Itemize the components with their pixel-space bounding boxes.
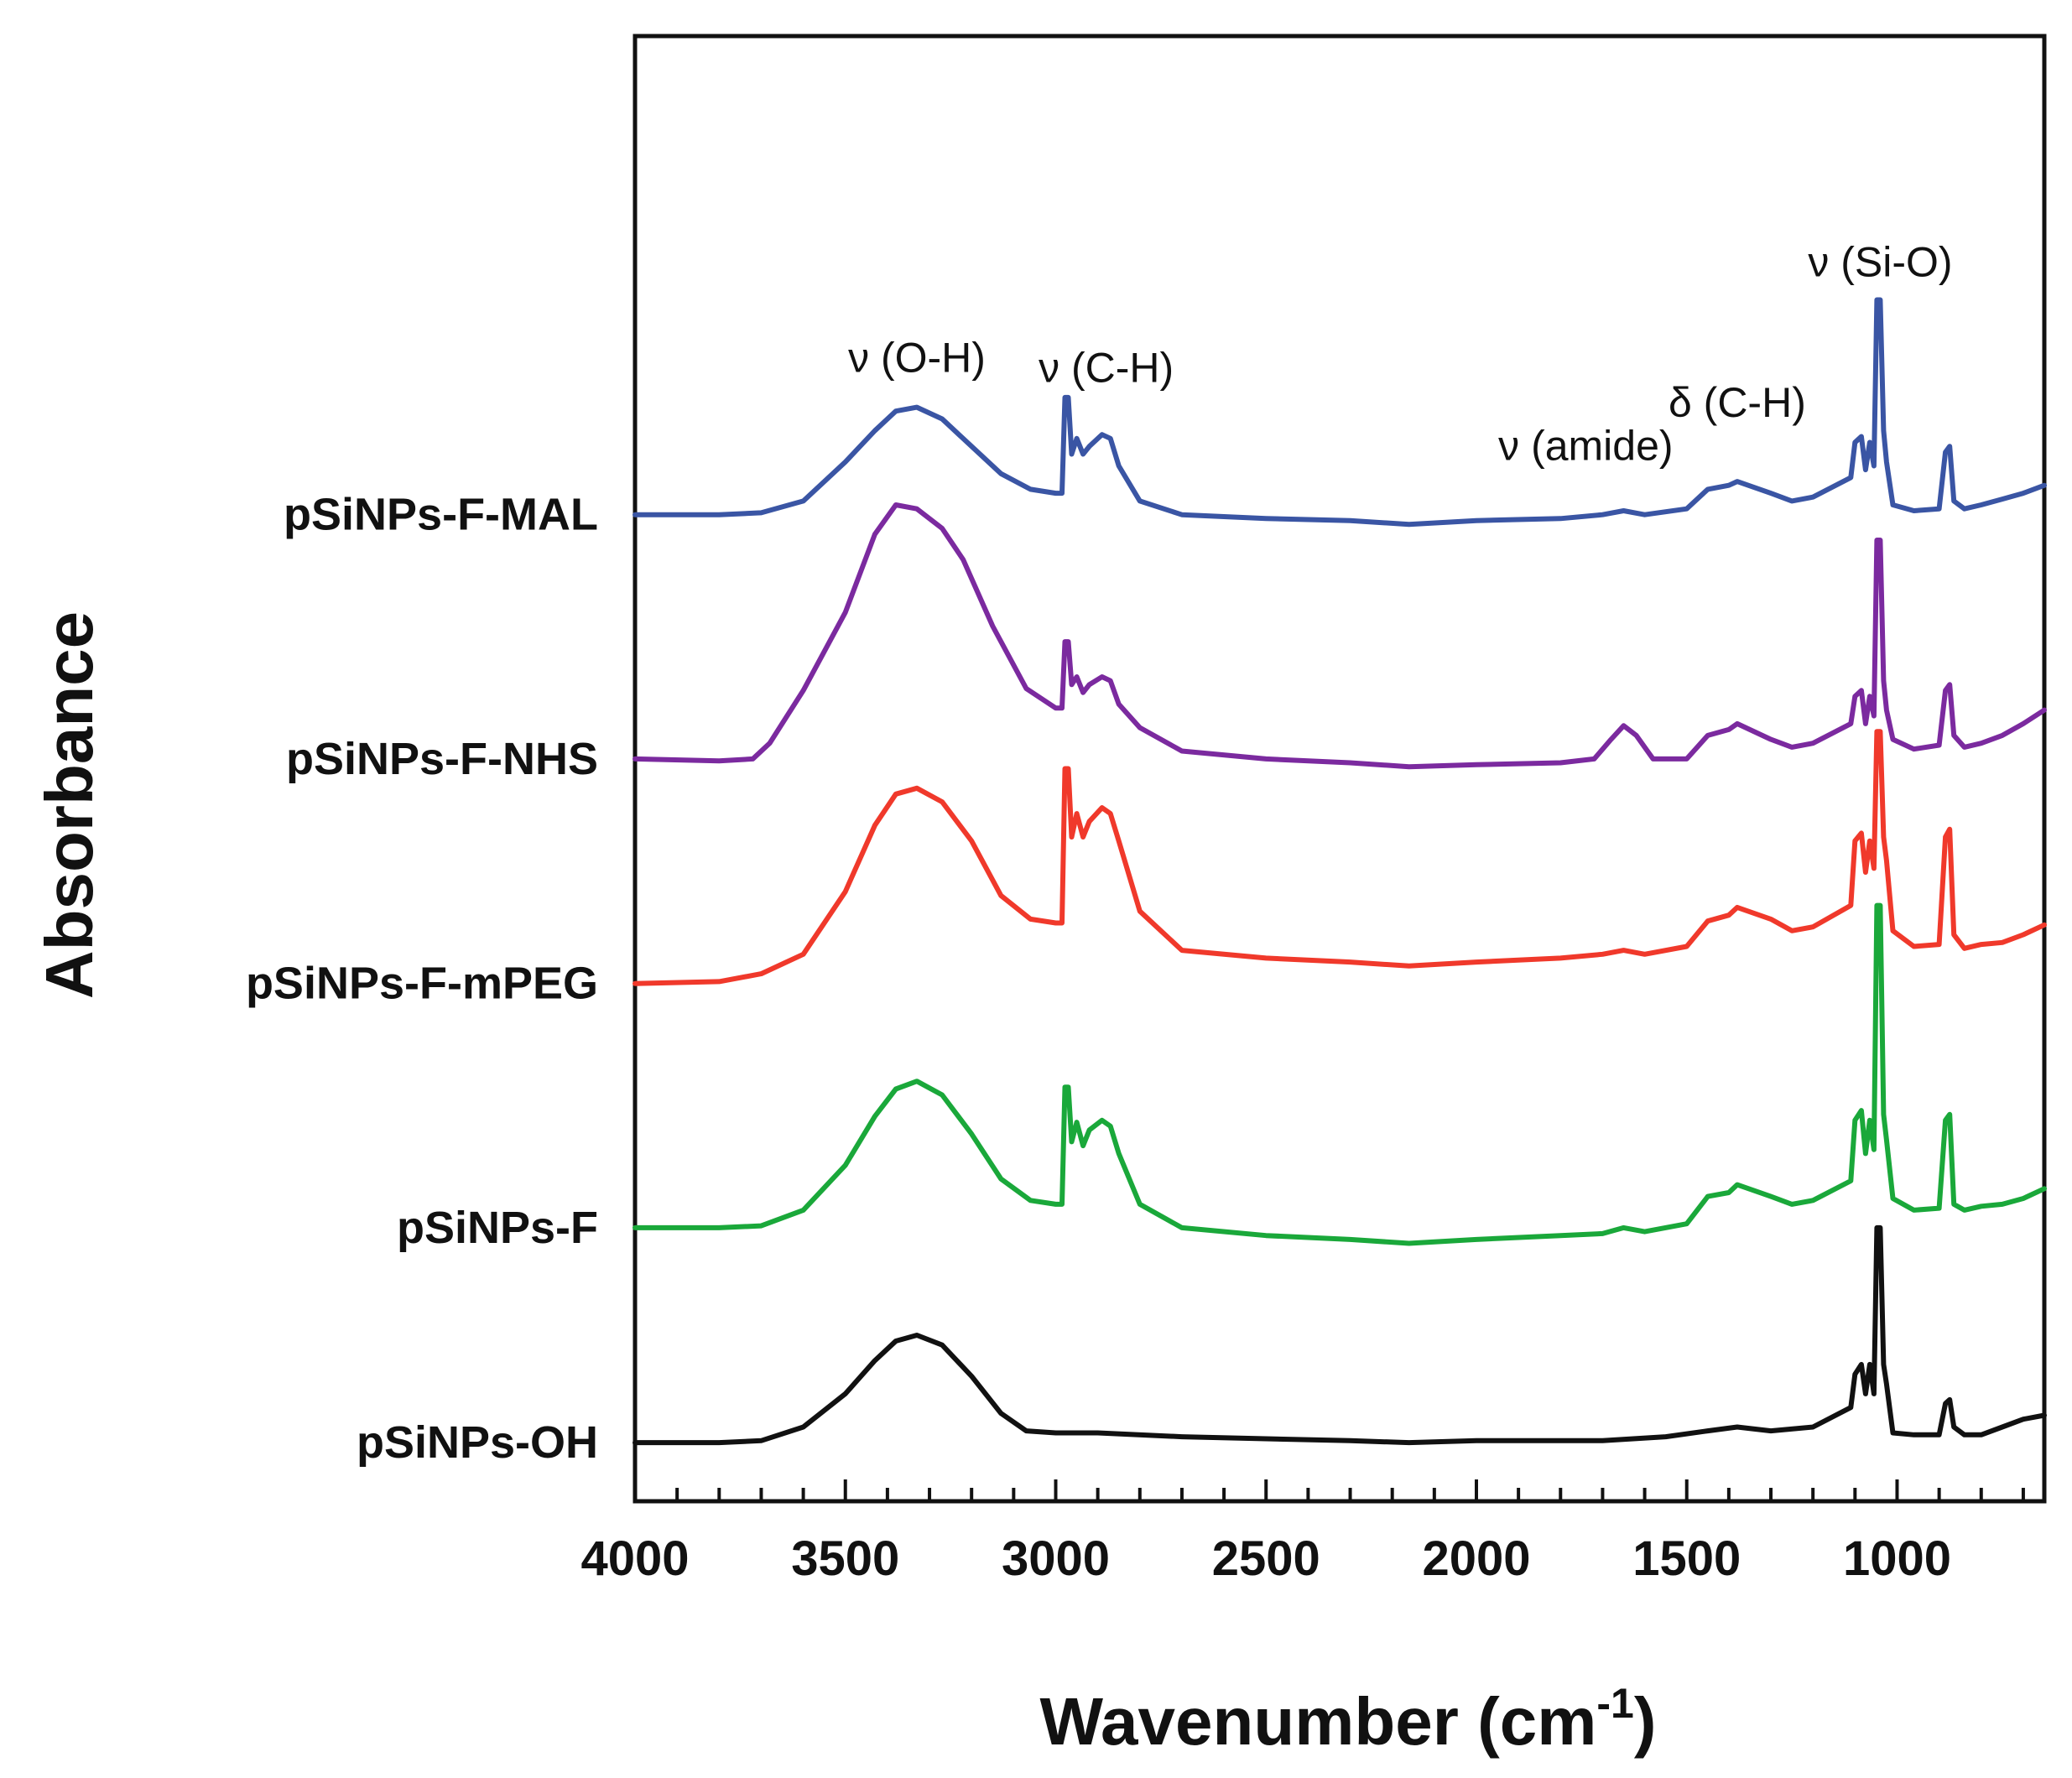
x-axis-title: Wavenumber (cm-1) <box>1040 1680 1657 1759</box>
x-tick-label: 3500 <box>791 1531 899 1586</box>
series-label-pSiNPs-F-MAL: pSiNPs-F-MAL <box>284 490 598 540</box>
x-axis-title-close: ) <box>1634 1684 1657 1759</box>
y-axis-title: Absorbance <box>32 611 107 999</box>
series-label-pSiNPs-F: pSiNPs-F <box>397 1203 598 1253</box>
series-line-pSiNPs-F-MAL <box>633 297 2047 528</box>
series-layer <box>633 297 2047 1446</box>
series-line-pSiNPs-F-mPEG <box>633 729 2047 986</box>
peak-annotation: ν (O-H) <box>848 335 986 382</box>
x-tick-label: 2000 <box>1422 1531 1530 1586</box>
peak-annotation: ν (Si-O) <box>1808 239 1952 286</box>
series-label-pSiNPs-F-NHS: pSiNPs-F-NHS <box>286 734 598 784</box>
series-line-pSiNPs-OH <box>633 1224 2047 1446</box>
peak-annotation: δ (C-H) <box>1669 379 1806 426</box>
x-tick-label: 4000 <box>580 1531 689 1586</box>
x-tick-label: 2500 <box>1212 1531 1320 1586</box>
x-tick-label: 1000 <box>1843 1531 1951 1586</box>
peak-annotation: ν (C-H) <box>1039 344 1174 391</box>
series-label-pSiNPs-F-mPEG: pSiNPs-F-mPEG <box>246 959 598 1009</box>
peak-annotation: ν (amide) <box>1498 422 1673 469</box>
x-axis-title-superscript: -1 <box>1596 1680 1633 1727</box>
x-tick-label: 1500 <box>1632 1531 1741 1586</box>
x-axis-title-main: Wavenumber (cm <box>1040 1684 1597 1759</box>
x-axis-ticks: 4000 3500 3000 2500 2000 1500 1000 <box>580 1479 2025 1586</box>
series-line-pSiNPs-F <box>633 902 2047 1246</box>
plot-frame <box>633 34 2047 1504</box>
series-line-pSiNPs-F-NHS <box>633 502 2047 770</box>
series-labels: pSiNPs-OH pSiNPs-F pSiNPs-F-mPEG pSiNPs-F-N… <box>246 490 598 1468</box>
series-label-pSiNPs-OH: pSiNPs-OH <box>357 1417 598 1468</box>
x-tick-label: 3000 <box>1002 1531 1110 1586</box>
annotations: ν (O-H) ν (C-H) δ (C-H)ν (amide) ν (Si-O) <box>848 239 1952 470</box>
